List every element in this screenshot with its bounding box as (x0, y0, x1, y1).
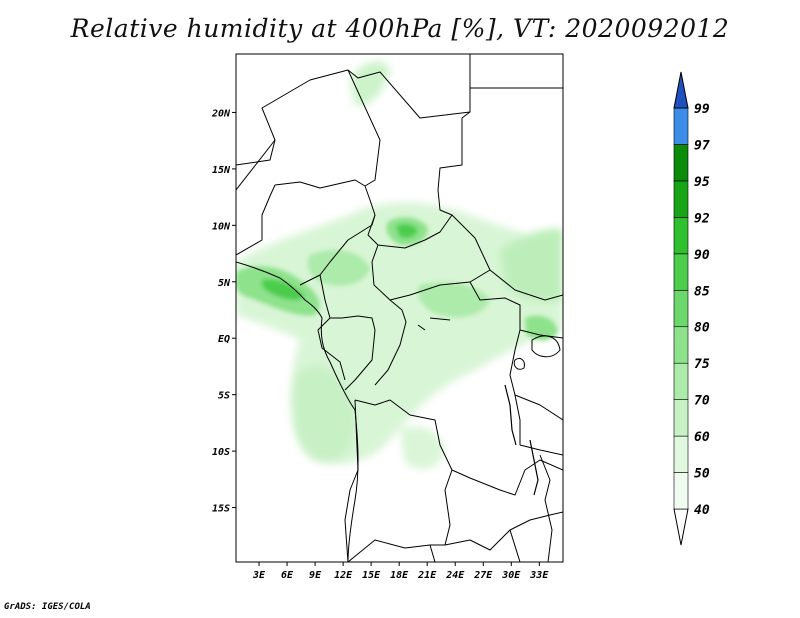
y-axis-ticks: 20N 15N 10N 5N EQ 5S 10S 15S (211, 108, 236, 515)
colorbar-label: 75 (694, 357, 710, 372)
colorbar-label: 60 (694, 430, 710, 445)
colorbar-label: 50 (694, 467, 710, 482)
colorbar-segment (673, 144, 689, 182)
colorbar-label: 40 (694, 503, 710, 518)
colorbar-label: 90 (694, 248, 710, 263)
y-tick-label: 5N (218, 278, 231, 289)
colorbar-segment (673, 435, 689, 473)
colorbar-upper-triangle (673, 71, 689, 109)
humidity-core-east (418, 282, 490, 318)
grads-credit: GrADS: IGES/COLA (4, 602, 91, 612)
humidity-core-central (307, 249, 370, 286)
colorbar-segment (673, 253, 689, 291)
colorbar-label: 85 (694, 284, 710, 299)
humidity-patch-east (500, 228, 563, 302)
x-axis-ticks: 3E 6E 9E 12E 15E 18E 21E 24E 27E 30E 33E (252, 562, 549, 581)
colorbar-lower-triangle (673, 508, 689, 546)
x-tick-label: 6E (281, 570, 294, 581)
x-tick-label: 9E (309, 570, 322, 581)
country-boundaries (236, 54, 563, 562)
colorbar-label: 80 (694, 321, 710, 336)
humidity-core-lakes (525, 315, 558, 341)
colorbar-segment (673, 326, 689, 364)
x-tick-label: 15E (362, 570, 381, 581)
colorbar-label: 97 (694, 138, 710, 153)
y-tick-label: 20N (211, 108, 231, 119)
x-tick-label: 18E (390, 570, 409, 581)
colorbar-label: 99 (694, 102, 710, 117)
map-title: Relative humidity at 400hPa [%], VT: 202… (70, 14, 730, 43)
colorbar: 40 50 60 70 75 80 85 90 92 95 97 99 (673, 71, 710, 546)
colorbar-segment (673, 362, 689, 400)
x-tick-label: 27E (473, 570, 493, 581)
colorbar-label: 92 (694, 211, 710, 226)
y-tick-label: EQ (218, 334, 230, 345)
colorbar-label: 70 (694, 394, 710, 409)
x-tick-label: 3E (252, 570, 266, 581)
humidity-patch-north (350, 61, 390, 106)
x-tick-label: 30E (501, 570, 521, 581)
colorbar-label: 95 (694, 175, 710, 190)
x-tick-label: 24E (445, 570, 465, 581)
y-tick-label: 5S (218, 391, 230, 402)
x-tick-label: 21E (417, 570, 437, 581)
y-tick-label: 15N (212, 165, 231, 176)
colorbar-segment (673, 399, 689, 437)
humidity-field (236, 61, 563, 470)
y-tick-label: 10S (212, 447, 230, 458)
colorbar-segment (673, 217, 689, 255)
humidity-core-gulf-inner (261, 279, 305, 301)
colorbar-segment (673, 180, 689, 218)
colorbar-segment (673, 289, 689, 328)
x-tick-label: 33E (529, 570, 549, 581)
x-tick-label: 12E (334, 570, 353, 581)
humidity-core-chad-inner (396, 223, 418, 238)
colorbar-segment (673, 472, 689, 510)
humidity-patch-southwest (400, 426, 445, 470)
y-tick-label: 15S (212, 504, 230, 515)
humidity-band-congo (291, 366, 355, 464)
y-tick-label: 10N (212, 221, 231, 232)
colorbar-segment (673, 107, 689, 145)
